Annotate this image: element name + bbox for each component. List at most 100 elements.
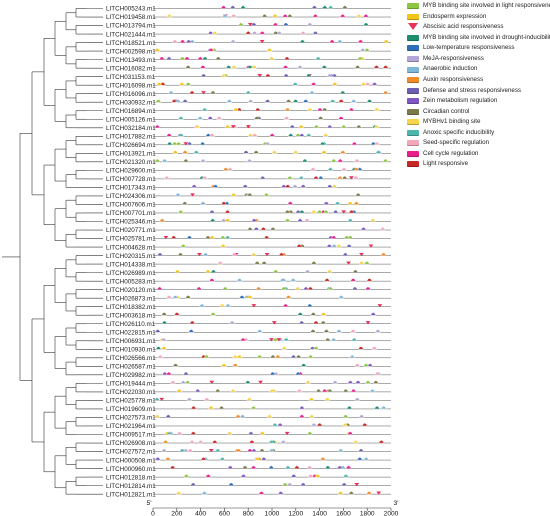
cis-element-marker bbox=[337, 159, 344, 163]
cis-element-marker bbox=[231, 252, 238, 256]
cis-element-marker bbox=[354, 483, 360, 487]
cis-element-marker bbox=[277, 491, 284, 495]
cis-element-marker bbox=[181, 201, 188, 205]
cis-element-marker bbox=[272, 14, 278, 18]
cis-element-marker bbox=[263, 193, 270, 197]
cis-element-marker bbox=[304, 218, 310, 222]
gene-label: LITCH005243.m1 bbox=[106, 6, 156, 13]
cis-element-marker bbox=[154, 397, 160, 401]
cis-element-marker bbox=[175, 193, 181, 197]
cis-element-marker bbox=[268, 448, 275, 452]
cis-element-marker bbox=[287, 201, 294, 205]
cis-element-marker bbox=[350, 389, 357, 393]
cis-element-marker bbox=[170, 235, 177, 239]
gene-row: LITCH025346.m1 bbox=[106, 218, 391, 226]
cis-element-marker bbox=[327, 389, 333, 393]
legend-label: MYB binding site involved in light respo… bbox=[423, 2, 550, 10]
cis-element-marker bbox=[205, 474, 212, 478]
cis-element-marker bbox=[352, 440, 359, 444]
cis-element-marker bbox=[373, 124, 380, 128]
cis-element-marker bbox=[338, 99, 345, 103]
cis-element-marker bbox=[199, 141, 206, 145]
cis-element-marker bbox=[154, 414, 160, 418]
cis-element-marker bbox=[251, 218, 257, 222]
cis-element-marker bbox=[161, 320, 168, 324]
cis-element-marker bbox=[374, 329, 381, 333]
cis-element-marker bbox=[330, 337, 337, 341]
cis-element-marker bbox=[185, 295, 191, 299]
gene-label: LITCH031153.m1 bbox=[106, 74, 156, 81]
cis-element-marker bbox=[313, 176, 319, 180]
gene-row: LITCH026587.m1 bbox=[106, 363, 391, 371]
cis-element-marker bbox=[235, 448, 242, 452]
cis-element-marker bbox=[200, 457, 207, 461]
cis-element-marker bbox=[346, 406, 353, 410]
cis-element-marker bbox=[297, 312, 304, 316]
legend-label: MYBHv1 binding site bbox=[423, 118, 481, 126]
gene-label: LITCH010930.m1 bbox=[106, 347, 156, 354]
cis-element-marker bbox=[193, 150, 200, 154]
gene-row: LITCH013921.m1 bbox=[106, 150, 391, 158]
cis-element-marker bbox=[354, 397, 361, 401]
cis-element-marker bbox=[374, 406, 380, 410]
cis-element-marker bbox=[312, 14, 319, 18]
cis-element-marker bbox=[159, 397, 165, 402]
color-swatch-icon bbox=[407, 129, 419, 136]
gene-row: LITCH020120.m1 bbox=[106, 286, 391, 294]
cis-element-marker bbox=[284, 218, 291, 222]
cis-element-marker bbox=[256, 329, 263, 333]
gene-row: LITCH012814.m1 bbox=[106, 482, 391, 490]
cis-element-marker bbox=[230, 389, 236, 393]
cis-element-marker bbox=[338, 295, 345, 299]
legend-item: MYBHv1 binding site bbox=[407, 117, 550, 128]
color-swatch-icon bbox=[407, 3, 419, 10]
legend-item: Auxin responsiveness bbox=[407, 75, 550, 86]
cis-element-marker bbox=[232, 107, 239, 111]
cis-element-marker bbox=[245, 125, 251, 129]
cis-element-marker bbox=[321, 107, 328, 111]
cis-element-marker bbox=[317, 107, 323, 111]
cis-element-marker bbox=[350, 99, 357, 103]
cis-element-marker bbox=[345, 465, 352, 469]
cis-element-marker bbox=[304, 269, 311, 273]
cis-element-marker bbox=[373, 65, 380, 69]
cis-element-marker bbox=[217, 261, 224, 265]
gene-label: LITCH013921.m1 bbox=[106, 151, 156, 158]
cis-element-marker bbox=[347, 218, 354, 222]
cis-element-marker bbox=[361, 423, 368, 427]
cis-element-marker bbox=[230, 39, 236, 43]
gene-label: LITCH020315.m1 bbox=[106, 253, 156, 260]
legend-label: Anoxic specific inducibility bbox=[423, 128, 495, 136]
cis-element-marker bbox=[158, 56, 165, 60]
gene-label: LITCH019444.m1 bbox=[106, 381, 156, 388]
cis-element-marker bbox=[275, 354, 281, 358]
cis-element-marker bbox=[305, 380, 311, 384]
gene-label: LITCH027572.m1 bbox=[106, 449, 156, 456]
cis-element-marker bbox=[269, 338, 274, 342]
cis-element-marker bbox=[374, 141, 380, 145]
cis-element-marker bbox=[266, 414, 273, 418]
cis-element-marker bbox=[221, 73, 227, 77]
legend: MYB binding site involved in light respo… bbox=[407, 1, 550, 170]
cis-element-marker bbox=[300, 184, 307, 188]
gene-row: LITCH021444.m1 bbox=[106, 31, 391, 38]
gene-label: LITCH000508.m1 bbox=[106, 457, 156, 464]
cis-element-marker bbox=[200, 201, 206, 205]
cis-element-marker bbox=[155, 346, 162, 350]
cis-element-marker bbox=[208, 406, 214, 410]
cis-element-marker bbox=[348, 210, 355, 214]
cis-element-marker bbox=[307, 431, 313, 435]
cis-element-marker bbox=[292, 184, 298, 188]
cis-element-marker bbox=[191, 184, 197, 188]
cis-element-marker bbox=[190, 406, 197, 410]
legend-item: Seed-specific regulation bbox=[407, 138, 550, 149]
cis-element-marker bbox=[221, 363, 227, 367]
cis-element-marker bbox=[259, 39, 265, 44]
cis-element-marker bbox=[331, 244, 337, 248]
cis-element-marker bbox=[321, 389, 328, 393]
cis-element-marker bbox=[284, 56, 290, 60]
cis-element-marker bbox=[175, 141, 182, 145]
gene-label: LITCH014338.m1 bbox=[106, 261, 156, 268]
gene-row: LITCH022030.m1 bbox=[106, 389, 391, 396]
cis-element-marker bbox=[215, 56, 222, 60]
